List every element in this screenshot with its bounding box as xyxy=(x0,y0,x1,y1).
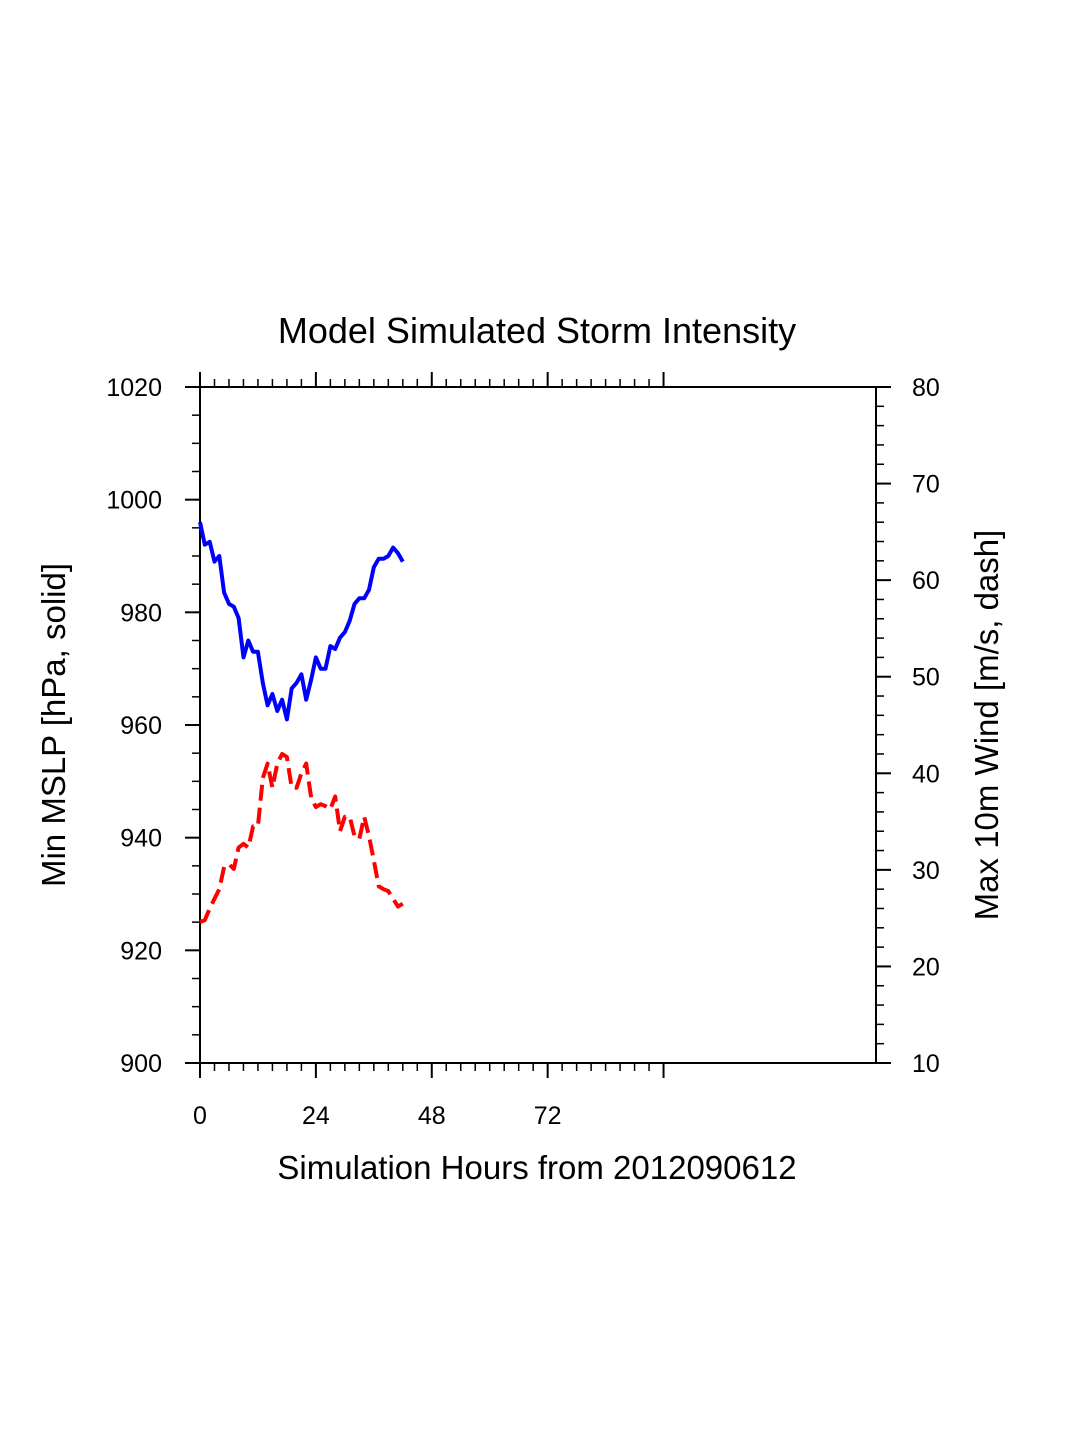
y-left-tick-label: 1000 xyxy=(106,487,162,515)
y-right-tick-label: 40 xyxy=(912,760,940,788)
min-mslp-line xyxy=(198,521,405,722)
x-tick-label: 48 xyxy=(418,1102,446,1130)
x-tick-label: 0 xyxy=(193,1102,207,1130)
y-left-tick-label: 1020 xyxy=(106,374,162,402)
y-left-tick-label: 920 xyxy=(120,937,162,965)
y-left-tick-label: 960 xyxy=(120,712,162,740)
x-tick-label: 72 xyxy=(534,1102,562,1130)
x-tick-label: 24 xyxy=(302,1102,330,1130)
plot-frame xyxy=(199,386,877,1064)
ticks-layer xyxy=(185,372,891,1078)
x-axis-label: Simulation Hours from 2012090612 xyxy=(277,1149,796,1186)
y-right-tick-label: 30 xyxy=(912,857,940,885)
max-wind-line xyxy=(199,752,404,924)
y-right-tick-label: 80 xyxy=(912,374,940,402)
y-axis-label-right: Max 10m Wind [m/s, dash] xyxy=(968,530,1005,921)
y-right-tick-label: 20 xyxy=(912,953,940,981)
y-right-tick-label: 60 xyxy=(912,567,940,595)
y-right-tick-label: 10 xyxy=(912,1050,940,1078)
y-left-tick-label: 980 xyxy=(120,599,162,627)
y-right-tick-label: 50 xyxy=(912,664,940,692)
tick-labels-layer: 0 24 48 72900920940960980100010201020304050… xyxy=(106,374,939,1130)
series-layer xyxy=(198,521,405,924)
y-left-tick-label: 940 xyxy=(120,825,162,853)
y-right-tick-label: 70 xyxy=(912,471,940,499)
y-axis-label-left: Min MSLP [hPa, solid] xyxy=(35,563,72,887)
chart-title: Model Simulated Storm Intensity xyxy=(278,310,796,351)
y-left-tick-label: 900 xyxy=(120,1050,162,1078)
